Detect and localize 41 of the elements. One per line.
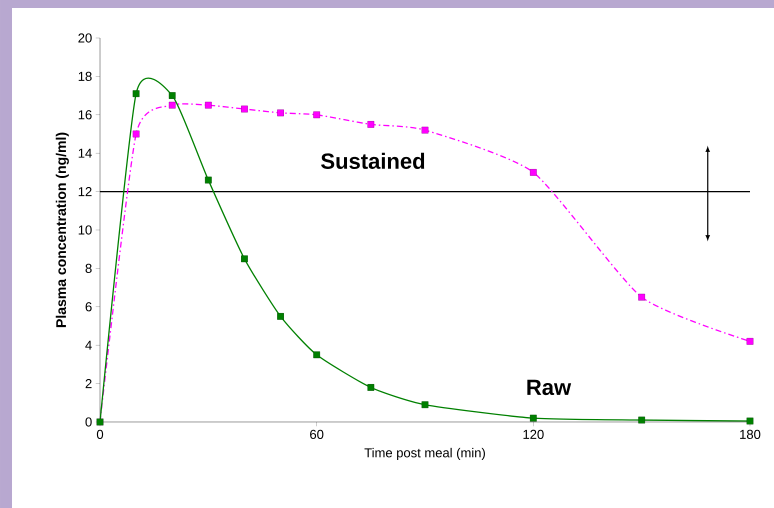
y-tick-label: 0 [85,417,92,427]
y-axis-title: Plasma concentration (ng/ml) [56,132,69,328]
x-tick-label: 180 [740,430,760,439]
point [132,90,140,98]
y-tick-label: 8 [86,264,92,273]
point [204,102,212,109]
point [241,106,248,112]
point [313,351,320,358]
y-tick-label: 14 [78,148,92,158]
y-tick-label: 4 [85,340,92,350]
point [530,168,537,176]
point [277,109,284,116]
y-tick-label: 6 [86,302,92,312]
x-axis-title: Time post meal (min) [364,448,485,460]
point [746,418,754,424]
point [241,255,248,262]
series-label: Raw [527,380,572,396]
point [277,312,284,320]
y-tick-label: 18 [78,72,92,81]
y-tick-label: 20 [78,33,92,43]
point [746,338,754,345]
point [422,401,428,408]
point [367,384,374,391]
y-tick-label: 16 [78,110,92,120]
point [168,102,176,109]
point [313,111,320,118]
point [638,416,646,424]
point [204,176,212,184]
point [168,92,176,99]
point [422,126,428,134]
point [367,120,374,128]
x-tick-label: 60 [310,430,324,439]
point [132,130,140,138]
series-label: Sustained [321,152,424,169]
y-tick-label: 12 [78,187,92,196]
x-tick-label: 0 [96,430,104,439]
point [638,294,646,301]
point [530,414,537,422]
y-tick-label: 10 [78,225,92,235]
y-tick-label: 2 [86,379,92,388]
x-tick-label: 120 [523,430,544,439]
